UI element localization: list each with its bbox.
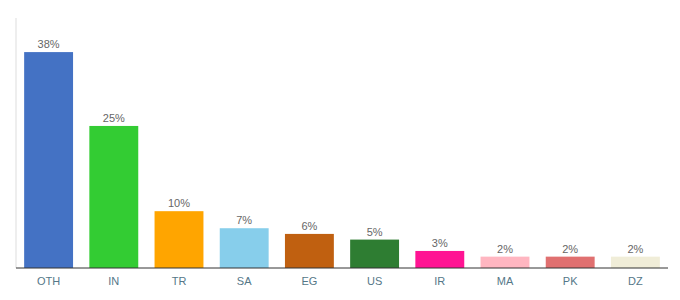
data-label: 3% (432, 237, 448, 249)
x-tick-label: IN (108, 275, 119, 287)
bar-chart: 38% 25% 10% 7% 6% 5% 3% 2% 2% 2% OTH IN TR SA EG US IR MA… (0, 0, 680, 300)
bar (481, 257, 530, 268)
bar (350, 240, 399, 268)
x-tick-label: SA (237, 275, 252, 287)
bar (415, 251, 464, 268)
bar (611, 257, 660, 268)
x-axis-line (16, 268, 668, 269)
y-axis-line (16, 18, 17, 268)
x-tick-label: DZ (628, 275, 643, 287)
data-label: 2% (627, 243, 643, 255)
x-tick-label: US (367, 275, 382, 287)
x-tick-label: EG (301, 275, 317, 287)
x-tick-label: TR (172, 275, 187, 287)
bar (546, 257, 595, 268)
data-label: 38% (38, 38, 60, 50)
data-label: 10% (168, 197, 190, 209)
data-label: 5% (367, 226, 383, 238)
data-label: 6% (301, 220, 317, 232)
x-tick-label: PK (563, 275, 578, 287)
bar (24, 52, 73, 268)
bar (155, 211, 204, 268)
data-label: 2% (562, 243, 578, 255)
bar (220, 228, 269, 268)
x-tick-label: MA (497, 275, 514, 287)
x-tick-label: IR (434, 275, 445, 287)
bars (24, 52, 660, 268)
data-label: 25% (103, 112, 125, 124)
bar (89, 126, 138, 268)
chart-container: 38% 25% 10% 7% 6% 5% 3% 2% 2% 2% OTH IN TR SA EG US IR MA… (0, 0, 680, 300)
x-tick-label: OTH (37, 275, 60, 287)
data-label: 2% (497, 243, 513, 255)
data-label: 7% (236, 214, 252, 226)
bar (285, 234, 334, 268)
